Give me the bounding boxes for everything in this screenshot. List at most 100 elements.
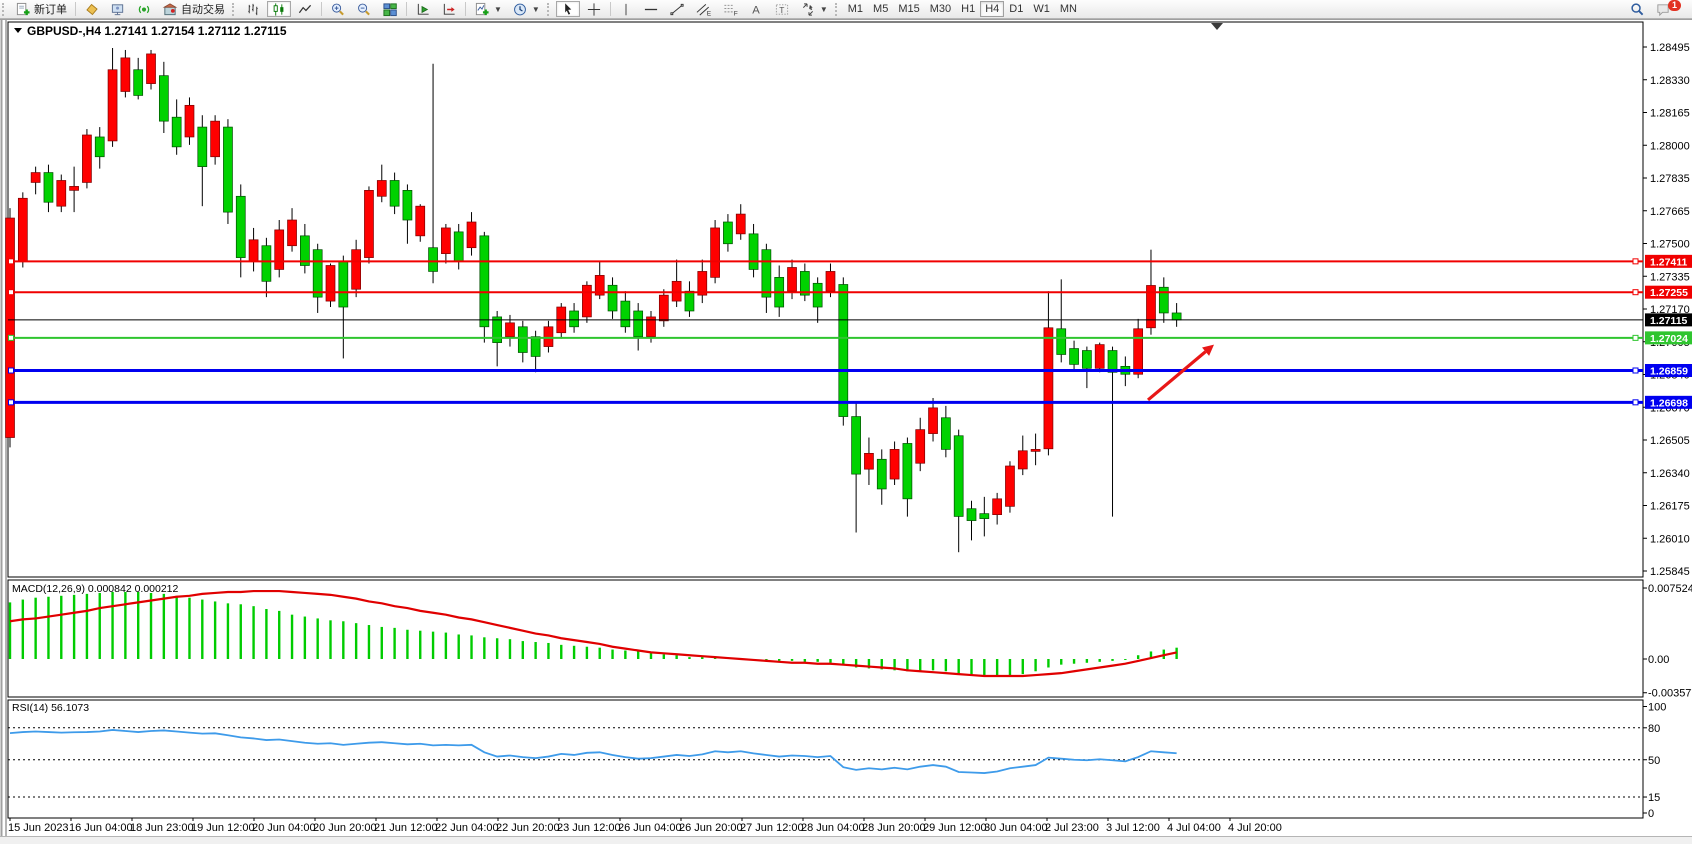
candle [735,204,746,240]
candle [941,405,951,458]
hline-handle-left[interactable] [8,289,14,296]
text-label-icon: T [775,3,788,14]
candle [1030,433,1041,466]
arrow-head[interactable] [1202,344,1214,356]
hline-1.27024[interactable] [8,334,1643,341]
fibonacci-button[interactable]: F [718,1,743,17]
hline-handle-left[interactable] [8,334,14,341]
candle [5,208,15,448]
hline-1.26859[interactable] [8,367,1643,374]
trendline-button[interactable] [665,1,689,17]
candle [133,57,144,100]
hline-handle-right[interactable] [1632,258,1639,265]
hline-handle-right[interactable] [1632,367,1639,374]
indicators-icon [475,2,489,15]
hline-handle-left[interactable] [8,399,14,406]
hline-1.27255[interactable] [8,289,1643,296]
candle [441,223,451,264]
shapes-button[interactable]: ▼ [796,1,832,17]
notifications-button[interactable]: 1 [1651,0,1685,17]
hline-handle-right[interactable] [1632,289,1639,296]
candle-body [94,136,105,158]
timeframe-mn-button[interactable]: MN [1055,1,1082,17]
time-label: 16 Jun 04:00 [69,822,133,834]
notification-badge[interactable]: 1 [1668,0,1681,11]
candle-body [1069,348,1079,365]
candle-body [1043,327,1054,450]
candle-body [1082,350,1092,369]
price-badge [1645,363,1692,377]
symbol-dropdown-icon[interactable] [14,28,22,33]
timeframe-m5-button[interactable]: M5 [868,1,893,17]
candle-body [1030,449,1041,452]
hline-1.27411[interactable] [8,258,1643,265]
hline-handle-left[interactable] [8,258,14,265]
horizontal-line-button[interactable] [639,1,663,17]
candle [517,320,528,363]
timeframe-h1-button[interactable]: H1 [956,1,980,17]
candle-body [235,195,246,258]
line-chart-button[interactable] [293,1,317,17]
equidistant-channel-button[interactable]: E [691,1,716,17]
price-tick-label: 1.27835 [1650,173,1690,185]
candle-body [941,417,951,450]
hline-1.26698[interactable] [8,399,1643,406]
price-tick-label: 1.27170 [1650,304,1690,316]
time-label: 20 Jun 20:00 [313,822,377,834]
terminal-button[interactable] [106,1,130,17]
price-badge-text: 1.27255 [1650,287,1688,299]
bar-chart-button[interactable] [241,1,265,17]
rsi-tick-label: 50 [1648,755,1660,767]
candle-body [684,290,695,312]
market-watch-button[interactable] [80,1,104,17]
hline-handle-right[interactable] [1632,334,1639,341]
timeframe-group: M1 M5 M15 M30 H1 H4 D1 W1 MN [843,1,1082,17]
candle-body [607,284,618,312]
candle-body [799,271,810,296]
hline-handle-left[interactable] [8,367,14,374]
arrow-shaft[interactable] [1146,350,1207,402]
dropdown-caret: ▼ [494,4,502,14]
search-button[interactable] [1625,1,1649,17]
candle [902,437,913,517]
chart-title: GBPUSD-,H4 1.27141 1.27154 1.27112 1.271… [27,24,287,38]
macd-tick-label: 0.007524 [1648,583,1692,595]
crosshair-button[interactable] [582,1,606,17]
zoom-in-button[interactable] [326,1,350,17]
tile-windows-button[interactable] [378,1,402,17]
timeframe-w1-button[interactable]: W1 [1028,1,1055,17]
new-order-button[interactable]: 新订单 [11,1,71,17]
text-label-button[interactable]: T [770,1,794,17]
timeframe-m30-button[interactable]: M30 [925,1,956,17]
autotrading-button[interactable]: 自动交易 [158,1,229,17]
zoom-out-button[interactable] [352,1,376,17]
auto-scroll-button[interactable] [411,1,435,17]
candle [710,220,720,284]
text-button[interactable]: A [745,1,768,17]
timeframe-m15-button[interactable]: M15 [893,1,924,17]
chart-shift-button[interactable] [437,1,461,17]
candle [723,214,733,252]
candle-body [43,172,54,203]
chart-shift-marker[interactable] [1211,23,1223,30]
candle-body [915,429,926,464]
candlestick-chart-button[interactable] [267,1,291,17]
timeframe-d1-button[interactable]: D1 [1004,1,1028,17]
periods-button[interactable]: ▼ [508,1,544,17]
indicators-button[interactable]: ▼ [470,1,506,17]
arrow-annotation[interactable] [1146,344,1214,402]
cursor-button[interactable] [555,1,580,17]
hline-handle-right[interactable] [1632,399,1639,406]
candle-body [582,284,592,318]
candle-body [723,221,733,245]
signal-button[interactable] [132,1,156,17]
macd-tick-label: 0.00 [1648,654,1669,666]
candle [979,496,990,537]
timeframe-m1-button[interactable]: M1 [843,1,868,17]
vertical-line-button[interactable] [615,1,637,17]
timeframe-h4-button[interactable]: H4 [980,1,1005,17]
time-label: 22 Jun 20:00 [496,822,560,834]
candle-body [543,326,554,347]
